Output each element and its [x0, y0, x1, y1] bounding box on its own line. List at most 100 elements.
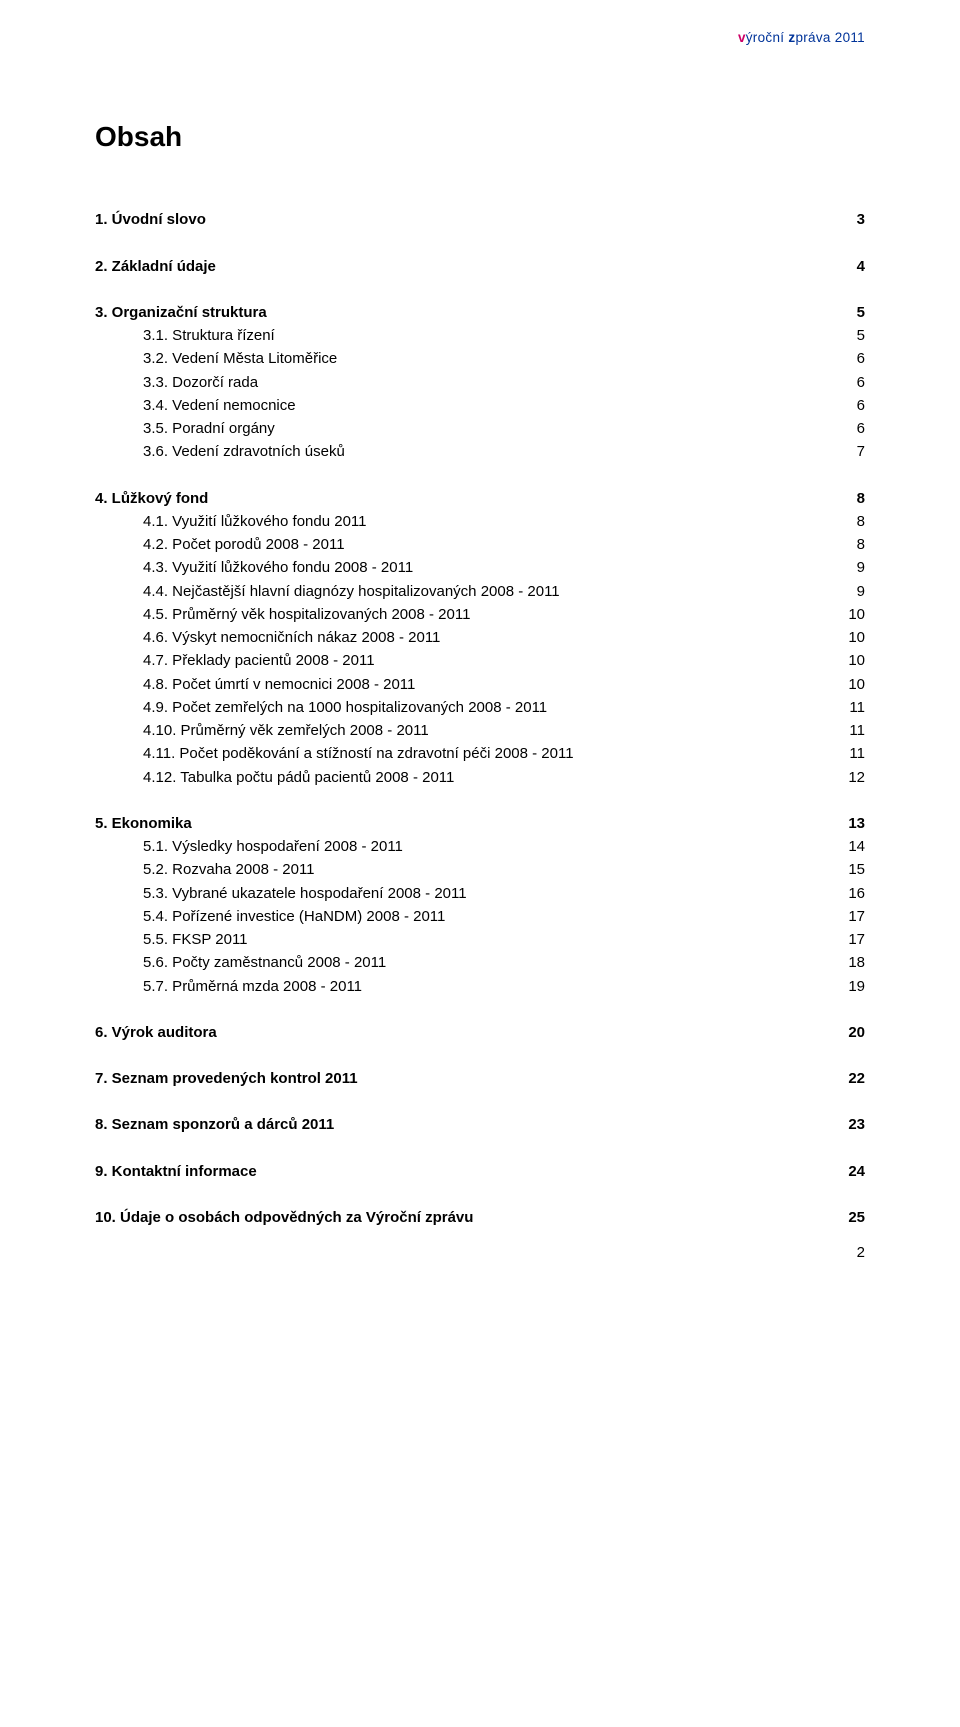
toc-label: 3.2. Vedení Města Litoměřice	[95, 347, 837, 370]
toc-page-number: 10	[828, 649, 865, 672]
toc-label: 1. Úvodní slovo	[95, 208, 837, 231]
toc-entry: 4.9. Počet zemřelých na 1000 hospitalizo…	[95, 696, 865, 719]
toc-entry: 5.6. Počty zaměstnanců 2008 - 201118	[95, 951, 865, 974]
toc-entry: 9. Kontaktní informace24	[95, 1160, 865, 1183]
toc-page-number: 20	[828, 1021, 865, 1044]
toc-label: 5.5. FKSP 2011	[95, 928, 828, 951]
toc-entry: 4.6. Výskyt nemocničních nákaz 2008 - 20…	[95, 626, 865, 649]
toc-label: 3.1. Struktura řízení	[95, 324, 837, 347]
toc-page-number: 7	[837, 440, 865, 463]
toc-page-number: 23	[828, 1113, 865, 1136]
toc-page-number: 13	[828, 812, 865, 835]
toc-page-number: 8	[837, 487, 865, 510]
toc-page-number: 17	[828, 928, 865, 951]
toc-page-number: 18	[828, 951, 865, 974]
toc-label: 10. Údaje o osobách odpovědných za Výroč…	[95, 1206, 828, 1229]
toc-page-number: 11	[829, 696, 865, 719]
toc-label: 4.3. Využití lůžkového fondu 2008 - 2011	[95, 556, 837, 579]
toc-entry: 4.4. Nejčastější hlavní diagnózy hospita…	[95, 580, 865, 603]
toc-label: 5.4. Pořízené investice (HaNDM) 2008 - 2…	[95, 905, 828, 928]
toc-page-number: 16	[828, 882, 865, 905]
toc-gap	[95, 232, 865, 255]
toc-label: 4.10. Průměrný věk zemřelých 2008 - 2011	[95, 719, 829, 742]
toc-entry: 5.2. Rozvaha 2008 - 201115	[95, 858, 865, 881]
toc-page-number: 6	[837, 394, 865, 417]
toc-label: 3.3. Dozorčí rada	[95, 371, 837, 394]
toc-entry: 5.4. Pořízené investice (HaNDM) 2008 - 2…	[95, 905, 865, 928]
toc-entry: 5.3. Vybrané ukazatele hospodaření 2008 …	[95, 882, 865, 905]
toc-page-number: 10	[828, 673, 865, 696]
toc-entry: 5.1. Výsledky hospodaření 2008 - 201114	[95, 835, 865, 858]
toc-label: 5.3. Vybrané ukazatele hospodaření 2008 …	[95, 882, 828, 905]
page-header: výroční zpráva 2011	[738, 28, 865, 49]
toc-page-number: 6	[837, 371, 865, 394]
toc-entry: 4.8. Počet úmrtí v nemocnici 2008 - 2011…	[95, 673, 865, 696]
toc-entry: 4.1. Využití lůžkového fondu 20118	[95, 510, 865, 533]
toc-page-number: 5	[837, 324, 865, 347]
toc-gap	[95, 998, 865, 1021]
toc-page-number: 17	[828, 905, 865, 928]
toc-page-number: 10	[828, 603, 865, 626]
toc-page-number: 9	[837, 580, 865, 603]
toc-label: 5. Ekonomika	[95, 812, 828, 835]
toc-page-number: 12	[828, 766, 865, 789]
toc-entry: 4.2. Počet porodů 2008 - 20118	[95, 533, 865, 556]
toc-entry: 5. Ekonomika13	[95, 812, 865, 835]
toc-entry: 3.4. Vedení nemocnice6	[95, 394, 865, 417]
toc-entry: 5.7. Průměrná mzda 2008 - 201119	[95, 975, 865, 998]
toc-entry: 3.6. Vedení zdravotních úseků7	[95, 440, 865, 463]
header-word1-rest: ýroční	[746, 30, 789, 45]
toc-page-number: 9	[837, 556, 865, 579]
toc-page-number: 14	[828, 835, 865, 858]
toc-page-number: 25	[828, 1206, 865, 1229]
toc-label: 7. Seznam provedených kontrol 2011	[95, 1067, 828, 1090]
toc-label: 3. Organizační struktura	[95, 301, 837, 324]
toc-page-number: 11	[829, 719, 865, 742]
toc-label: 8. Seznam sponzorů a dárců 2011	[95, 1113, 828, 1136]
toc-page-number: 4	[837, 255, 865, 278]
toc-label: 4.11. Počet poděkování a stížností na zd…	[95, 742, 829, 765]
toc-gap	[95, 278, 865, 301]
toc-entry: 8. Seznam sponzorů a dárců 201123	[95, 1113, 865, 1136]
toc-entry: 3.1. Struktura řízení5	[95, 324, 865, 347]
toc-entry: 4. Lůžkový fond8	[95, 487, 865, 510]
toc-gap	[95, 1044, 865, 1067]
toc-page-number: 5	[837, 301, 865, 324]
toc-page-number: 8	[837, 510, 865, 533]
toc-entry: 4.3. Využití lůžkového fondu 2008 - 2011…	[95, 556, 865, 579]
toc-label: 4.1. Využití lůžkového fondu 2011	[95, 510, 837, 533]
toc-entry: 5.5. FKSP 201117	[95, 928, 865, 951]
toc-entry: 1. Úvodní slovo3	[95, 208, 865, 231]
toc-page-number: 11	[829, 742, 865, 765]
toc-page-number: 3	[837, 208, 865, 231]
toc-page-number: 15	[828, 858, 865, 881]
toc-entry: 4.7. Překlady pacientů 2008 - 201110	[95, 649, 865, 672]
toc-label: 4.9. Počet zemřelých na 1000 hospitalizo…	[95, 696, 829, 719]
toc-entry: 4.5. Průměrný věk hospitalizovaných 2008…	[95, 603, 865, 626]
toc-label: 4.5. Průměrný věk hospitalizovaných 2008…	[95, 603, 828, 626]
toc-label: 3.5. Poradní orgány	[95, 417, 837, 440]
toc-page-number: 8	[837, 533, 865, 556]
toc-entry: 10. Údaje o osobách odpovědných za Výroč…	[95, 1206, 865, 1229]
toc-entry: 3.2. Vedení Města Litoměřice6	[95, 347, 865, 370]
toc-label: 3.6. Vedení zdravotních úseků	[95, 440, 837, 463]
toc-entry: 3.3. Dozorčí rada6	[95, 371, 865, 394]
header-word2-rest: práva 2011	[795, 30, 865, 45]
toc-entry: 3. Organizační struktura5	[95, 301, 865, 324]
toc-entry: 4.10. Průměrný věk zemřelých 2008 - 2011…	[95, 719, 865, 742]
toc-entry: 3.5. Poradní orgány6	[95, 417, 865, 440]
toc-label: 4.4. Nejčastější hlavní diagnózy hospita…	[95, 580, 837, 603]
toc-entry: 4.12. Tabulka počtu pádů pacientů 2008 -…	[95, 766, 865, 789]
toc-gap	[95, 1090, 865, 1113]
toc-label: 4. Lůžkový fond	[95, 487, 837, 510]
toc-label: 9. Kontaktní informace	[95, 1160, 828, 1183]
toc-gap	[95, 464, 865, 487]
toc-label: 5.1. Výsledky hospodaření 2008 - 2011	[95, 835, 828, 858]
toc-label: 6. Výrok auditora	[95, 1021, 828, 1044]
toc-label: 5.6. Počty zaměstnanců 2008 - 2011	[95, 951, 828, 974]
table-of-contents: 1. Úvodní slovo32. Základní údaje43. Org…	[95, 208, 865, 1229]
toc-page-number: 6	[837, 347, 865, 370]
toc-label: 4.12. Tabulka počtu pádů pacientů 2008 -…	[95, 766, 828, 789]
toc-gap	[95, 1183, 865, 1206]
footer-page-number: 2	[857, 1241, 865, 1264]
